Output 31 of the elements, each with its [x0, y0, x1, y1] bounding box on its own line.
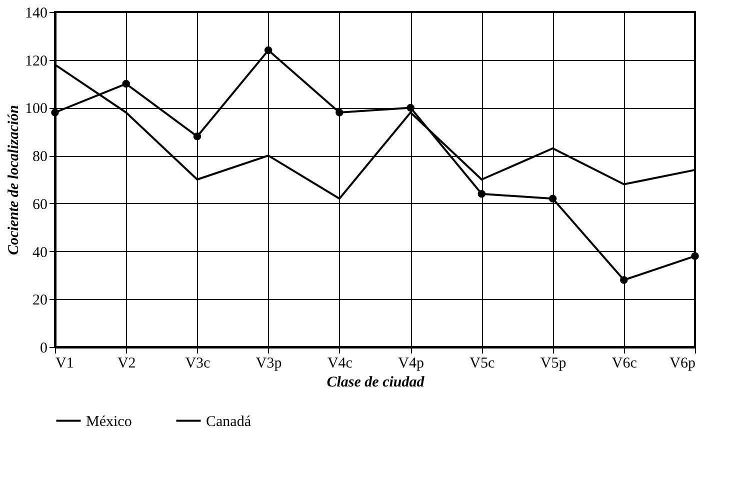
legend-label: Canadá	[206, 414, 252, 430]
y-axis-title: Cociente de localización	[6, 105, 22, 255]
point	[193, 132, 202, 140]
y-tick-label: 40	[32, 244, 48, 261]
point	[478, 190, 486, 198]
x-tick-label: V6c	[612, 356, 638, 372]
x-tick-label: V4p	[398, 356, 424, 372]
point	[548, 194, 557, 203]
point	[264, 46, 272, 54]
x-axis-title: Clase de ciudad	[326, 374, 425, 390]
point	[406, 104, 414, 112]
x-tick-label: V1	[56, 356, 74, 372]
x-tick-label: V3c	[185, 356, 211, 372]
x-tick-label: V6p	[670, 356, 696, 372]
x-tick-label: V5p	[540, 356, 566, 372]
point	[620, 276, 628, 284]
y-tick-label: 20	[32, 292, 48, 309]
y-tick-label: 80	[32, 149, 48, 166]
point	[336, 108, 344, 116]
y-tick-label: 100	[25, 101, 48, 118]
x-tick-label: V5c	[470, 356, 495, 372]
x-tick-label: V4c	[327, 356, 353, 372]
x-tick-label: V2	[117, 356, 136, 372]
x-tick-label: V3p	[256, 356, 282, 372]
point	[691, 252, 699, 260]
point	[122, 80, 130, 88]
y-tick-label: 0	[40, 340, 48, 356]
y-tick-label: 60	[32, 196, 48, 213]
y-tick-label: 140	[25, 6, 48, 22]
y-tick-label: 120	[25, 53, 48, 70]
legend-label: México	[86, 414, 132, 430]
